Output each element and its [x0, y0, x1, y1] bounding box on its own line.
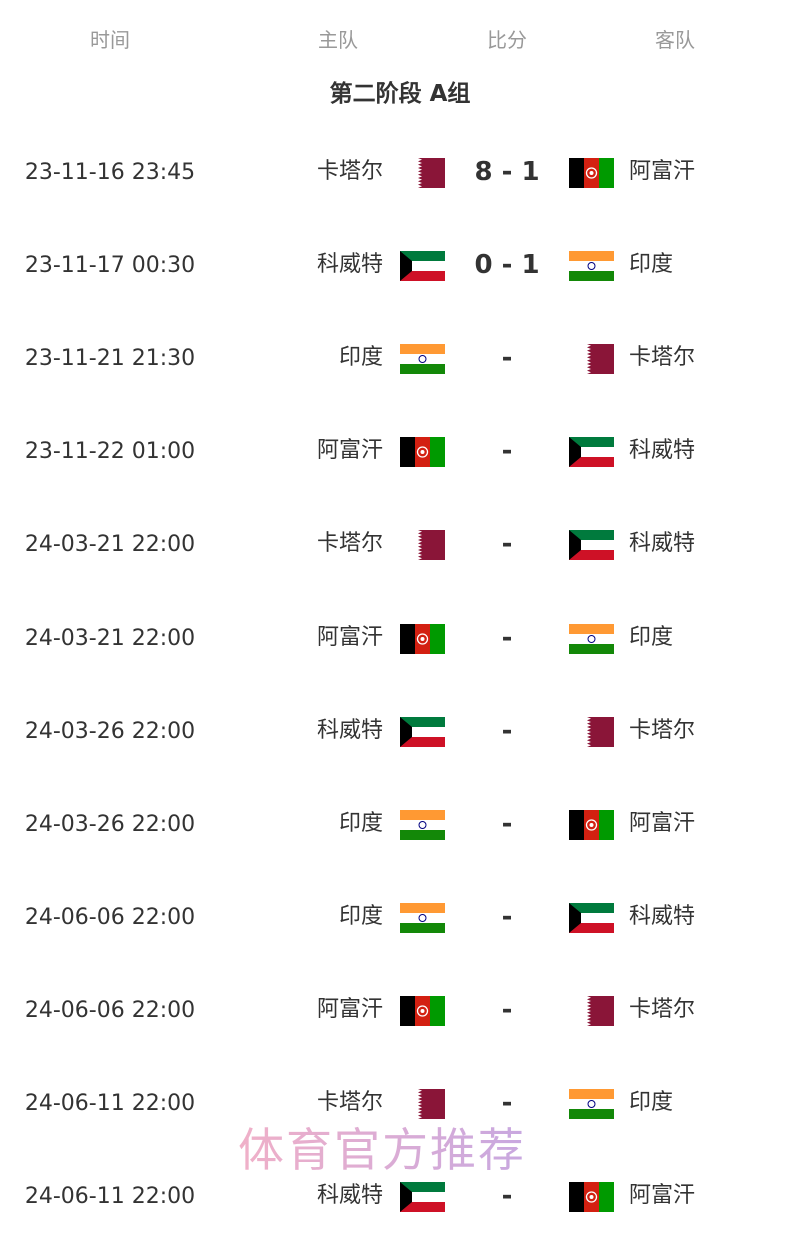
qatar-flag-icon: [569, 995, 614, 1030]
match-row[interactable]: 23-11-21 21:30 印度 - 卡塔尔: [0, 339, 800, 379]
home-team: 科威特: [316, 717, 383, 743]
header-time: 时间: [90, 28, 130, 52]
kuwait-flag-icon: [400, 251, 445, 285]
match-score: -: [501, 622, 513, 653]
match-row[interactable]: 24-06-11 22:00 卡塔尔 - 印度: [0, 1084, 800, 1124]
away-team: 卡塔尔: [629, 345, 696, 371]
india-flag-icon: [400, 809, 445, 844]
match-row[interactable]: 24-03-26 22:00 科威特 - 卡塔尔: [0, 712, 800, 752]
home-team: 阿富汗: [316, 624, 383, 650]
match-time: 24-06-11 22:00: [24, 1091, 196, 1116]
match-time: 23-11-17 00:30: [24, 253, 196, 279]
match-time: 24-06-06 22:00: [24, 997, 196, 1023]
match-time: 23-11-16 23:45: [24, 160, 196, 185]
home-team: 卡塔尔: [316, 159, 383, 184]
india-flag-icon: [569, 623, 614, 658]
match-time: 24-06-11 22:00: [24, 1184, 196, 1210]
afghanistan-flag-icon: [569, 158, 614, 192]
away-team: 科威特: [629, 531, 696, 557]
header-score: 比分: [487, 28, 527, 52]
match-row[interactable]: 23-11-17 00:30 科威特 0 - 1 印度: [0, 246, 800, 286]
match-score: -: [501, 436, 513, 467]
india-flag-icon: [569, 251, 614, 285]
header-away: 客队: [655, 28, 695, 52]
qatar-flag-icon: [400, 1089, 445, 1123]
match-score: -: [501, 715, 513, 746]
qatar-flag-icon: [569, 344, 614, 378]
match-row[interactable]: 24-03-26 22:00 印度 - 阿富汗: [0, 805, 800, 845]
match-time: 23-11-21 21:30: [24, 346, 196, 372]
home-team: 印度: [338, 345, 383, 371]
match-row[interactable]: 23-11-16 23:45 卡塔尔 8 - 1 阿富汗: [0, 153, 800, 193]
home-team: 印度: [338, 903, 383, 929]
header-home: 主队: [318, 28, 358, 52]
match-row[interactable]: 24-06-11 22:00 科威特 - 阿富汗: [0, 1177, 800, 1217]
match-score: 0 - 1: [474, 250, 540, 281]
match-row[interactable]: 23-11-22 01:00 阿富汗 - 科威特: [0, 432, 800, 472]
away-team: 印度: [629, 1090, 674, 1115]
away-team: 阿富汗: [629, 810, 696, 836]
match-row[interactable]: 24-03-21 22:00 卡塔尔 - 科威特: [0, 525, 800, 565]
home-team: 阿富汗: [316, 996, 383, 1022]
home-team: 卡塔尔: [316, 1090, 383, 1115]
match-row[interactable]: 24-03-21 22:00 阿富汗 - 印度: [0, 619, 800, 659]
afghanistan-flag-icon: [400, 995, 445, 1030]
afghanistan-flag-icon: [569, 809, 614, 844]
match-row[interactable]: 24-06-06 22:00 印度 - 科威特: [0, 898, 800, 938]
away-team: 科威特: [629, 903, 696, 929]
away-team: 印度: [629, 252, 674, 278]
kuwait-flag-icon: [569, 530, 614, 564]
kuwait-flag-icon: [400, 1182, 445, 1216]
home-team: 科威特: [316, 252, 383, 278]
qatar-flag-icon: [400, 530, 445, 564]
match-time: 23-11-22 01:00: [24, 439, 196, 465]
match-score: -: [501, 1181, 513, 1212]
home-team: 印度: [338, 810, 383, 836]
qatar-flag-icon: [569, 716, 614, 751]
match-time: 24-06-06 22:00: [24, 904, 196, 930]
match-time: 24-03-21 22:00: [24, 625, 196, 651]
away-team: 卡塔尔: [629, 717, 696, 743]
home-team: 阿富汗: [316, 438, 383, 464]
india-flag-icon: [569, 1089, 614, 1123]
home-team: 卡塔尔: [316, 531, 383, 557]
match-score: -: [501, 1088, 513, 1118]
match-time: 24-03-21 22:00: [24, 532, 196, 558]
away-team: 科威特: [629, 438, 696, 464]
match-score: -: [501, 901, 513, 932]
home-team: 科威特: [316, 1183, 383, 1209]
away-team: 阿富汗: [629, 159, 696, 184]
india-flag-icon: [400, 902, 445, 937]
match-score: -: [501, 529, 513, 560]
india-flag-icon: [400, 344, 445, 378]
kuwait-flag-icon: [400, 716, 445, 751]
qatar-flag-icon: [400, 158, 445, 192]
away-team: 卡塔尔: [629, 996, 696, 1022]
afghanistan-flag-icon: [400, 623, 445, 658]
watermark: 体育官方推荐: [238, 1123, 526, 1177]
match-row[interactable]: 24-06-06 22:00 阿富汗 - 卡塔尔: [0, 991, 800, 1031]
match-score: -: [501, 343, 513, 374]
group-title: 第二阶段 A组: [329, 81, 471, 107]
away-team: 印度: [629, 624, 674, 650]
kuwait-flag-icon: [569, 437, 614, 471]
afghanistan-flag-icon: [400, 437, 445, 471]
match-time: 24-03-26 22:00: [24, 718, 196, 744]
match-score: 8 - 1: [474, 157, 540, 187]
match-time: 24-03-26 22:00: [24, 811, 196, 837]
afghanistan-flag-icon: [569, 1182, 614, 1216]
away-team: 阿富汗: [629, 1183, 696, 1209]
match-score: -: [501, 808, 513, 839]
kuwait-flag-icon: [569, 902, 614, 937]
match-score: -: [501, 994, 513, 1025]
